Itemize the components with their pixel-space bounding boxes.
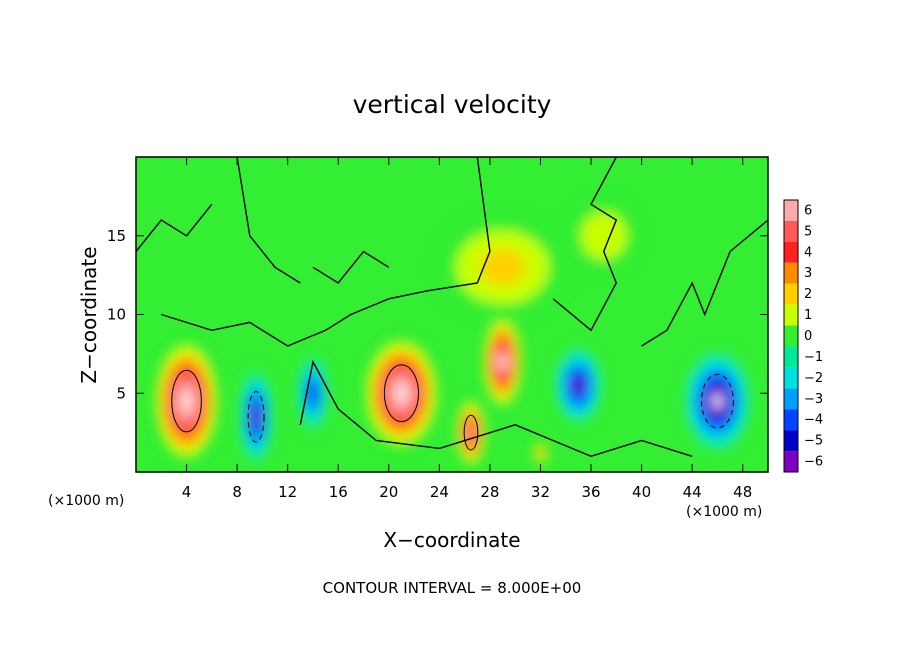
velocity-cell	[238, 366, 274, 468]
velocity-cell	[363, 336, 440, 450]
x-axis-label: X−coordinate	[383, 528, 520, 552]
colorbar-frame	[783, 199, 799, 473]
x-tick-label: 48	[733, 483, 752, 501]
colorbar-swatch	[784, 430, 798, 452]
x-tick-label: 40	[632, 483, 651, 501]
velocity-cell	[532, 440, 549, 466]
velocity-cell	[682, 347, 753, 455]
plot-area	[136, 157, 768, 472]
colorbar-swatch	[784, 283, 798, 305]
colorbar-label: −2	[804, 371, 823, 386]
y-tick-label: 5	[116, 384, 126, 402]
colorbar-label: 5	[804, 224, 812, 239]
x-tick-label: 28	[480, 483, 499, 501]
velocity-level-pos-7	[500, 355, 506, 368]
x-unit-left: (×1000 m)	[48, 493, 124, 509]
x-tick-label: 24	[430, 483, 449, 501]
velocity-cell	[153, 339, 220, 463]
colorbar-label: −4	[804, 413, 823, 428]
velocity-cell	[553, 344, 604, 427]
velocity-cell	[565, 196, 642, 276]
velocity-cell	[482, 314, 523, 409]
inner-contour	[171, 369, 202, 433]
colorbar-label: 2	[804, 287, 812, 302]
velocity-level-neg-7	[713, 394, 722, 408]
velocity-cell	[433, 212, 573, 323]
colorbar-swatch	[784, 367, 798, 389]
x-tick-label: 8	[232, 483, 242, 501]
velocity-level-neg-6	[253, 409, 259, 425]
velocity-level-neg-6	[574, 379, 583, 392]
colorbar-swatch	[784, 304, 798, 326]
x-tick-label: 4	[182, 483, 192, 501]
colorbar-swatch	[784, 451, 798, 472]
x-tick-label: 32	[531, 483, 550, 501]
colorbar-swatch	[784, 262, 798, 284]
colorbar-swatch	[784, 325, 798, 347]
y-tick-label: 10	[107, 306, 126, 324]
colorbar-swatch	[784, 200, 798, 221]
x-unit-right: (×1000 m)	[686, 504, 762, 520]
velocity-level-neg-5	[310, 386, 316, 401]
x-tick-label: 12	[278, 483, 297, 501]
colorbar-swatch	[784, 241, 798, 263]
x-axis-ticks: 4 8 12 16 20 24 28 32 36 40 44 48	[182, 157, 752, 501]
zero-contour	[236, 157, 301, 284]
velocity-level-pos-8	[397, 386, 406, 400]
zero-contour	[552, 157, 618, 332]
velocity-level-pos-2	[479, 248, 526, 286]
x-tick-label: 36	[581, 483, 600, 501]
y-axis-ticks: 5 10 15	[107, 227, 768, 402]
velocity-field	[153, 196, 753, 468]
velocity-level-pos-6	[468, 427, 474, 438]
colorbar-swatch	[784, 388, 798, 410]
zero-contour	[312, 250, 390, 284]
colorbar-swatch	[784, 220, 798, 242]
velocity-level-pos-3	[538, 449, 543, 457]
chart-title: vertical velocity	[353, 90, 552, 119]
colorbar-label: 4	[804, 245, 812, 260]
colorbar-label: 3	[804, 266, 812, 281]
inner-contour	[383, 364, 420, 423]
inner-contour	[463, 414, 479, 451]
colorbar-swatch	[784, 346, 798, 368]
colorbar-label: 1	[804, 308, 812, 323]
colorbar-label: 6	[804, 203, 812, 218]
inner-contour	[701, 373, 734, 429]
colorbar-label: −1	[804, 350, 823, 365]
velocity-cell	[296, 352, 330, 435]
zero-contour	[161, 157, 491, 347]
velocity-cell	[455, 397, 487, 468]
plot-background	[136, 157, 768, 472]
zero-contour	[641, 219, 768, 347]
y-tick-label: 15	[107, 227, 126, 245]
x-tick-label: 44	[683, 483, 702, 501]
colorbar-swatch	[784, 409, 798, 431]
colorbar: 6 5 4 3 2 1 0 −1 −2 −3 −4 −5 −6	[783, 199, 823, 473]
colorbar-label: 0	[804, 329, 812, 344]
colorbar-label: −5	[804, 434, 823, 449]
velocity-level-pos-8	[182, 394, 191, 408]
contour-interval-note: CONTOUR INTERVAL = 8.000E+00	[323, 579, 582, 597]
colorbar-label: −3	[804, 392, 823, 407]
x-tick-label: 16	[329, 483, 348, 501]
y-axis-label: Z−coordinate	[77, 246, 101, 383]
inner-contour	[247, 391, 265, 443]
colorbar-label: −6	[804, 455, 823, 470]
zero-contour	[136, 203, 213, 252]
x-tick-label: 20	[379, 483, 398, 501]
contour-lines	[136, 157, 768, 458]
